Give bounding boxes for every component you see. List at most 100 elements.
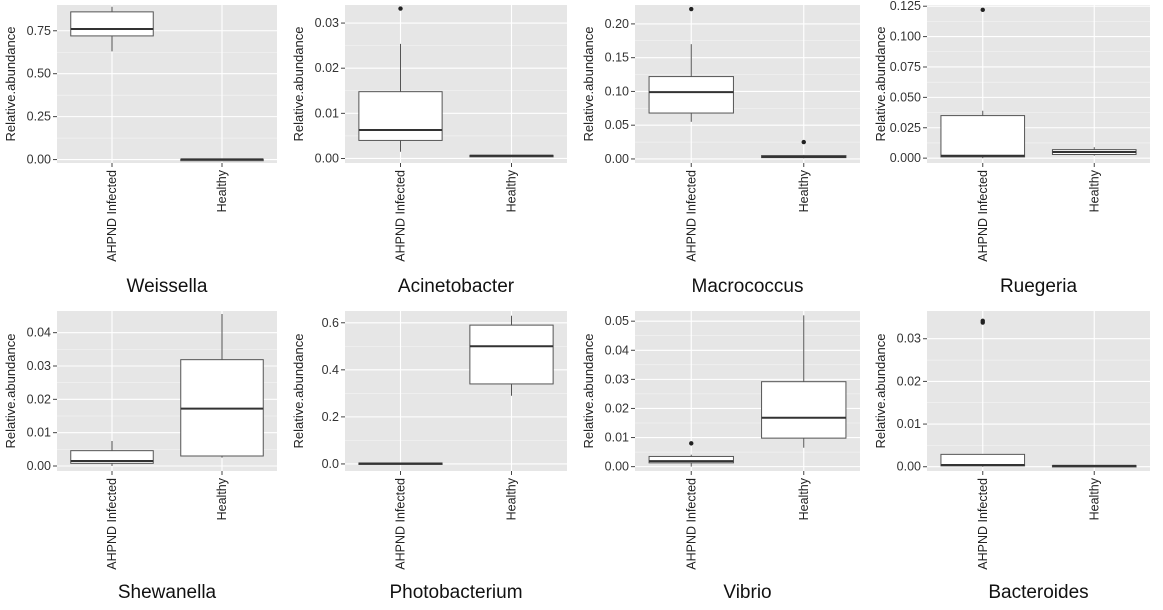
x-category-label: AHPND Infected <box>394 478 408 570</box>
x-category-label: Healthy <box>215 169 229 212</box>
y-tick-label: 0.10 <box>605 84 629 98</box>
boxplot-panel-shewanella: 0.00 0.01 0.02 0.03 0.04 Relative.abundance AH… <box>3 311 277 603</box>
box-healthy <box>761 139 847 159</box>
box-healthy <box>1051 464 1137 468</box>
y-tick-label: 0.4 <box>322 363 339 377</box>
x-category-label: AHPND Infected <box>684 478 698 570</box>
box-iqr <box>761 381 847 439</box>
y-axis-label: Relative.abundance <box>581 334 596 449</box>
y-axis-label: Relative.abundance <box>291 334 306 449</box>
box-iqr <box>940 115 1026 158</box>
box-ahpnd-infected <box>70 6 154 52</box>
panel-background <box>927 311 1150 471</box>
outlier-point <box>980 318 985 324</box>
outlier-point <box>398 6 403 11</box>
y-tick-label: 0.02 <box>315 61 339 75</box>
box-iqr <box>469 324 554 385</box>
y-axis-label: Relative.abundance <box>581 27 596 142</box>
y-tick-label: 0.50 <box>27 67 51 81</box>
y-tick-label: 0.0 <box>322 457 339 471</box>
boxplot-panel-vibrio: 0.00 0.01 0.02 0.03 0.04 0.05 Relative.abundan… <box>581 311 860 603</box>
y-tick-label: 0.125 <box>890 0 921 13</box>
y-tick-label: 0.05 <box>605 314 629 328</box>
x-category-label: AHPND Infected <box>105 478 119 570</box>
y-tick-label: 0.00 <box>605 460 629 474</box>
x-category-label: AHPND Infected <box>976 170 990 262</box>
boxplot-panel-photobacterium: 0.0 0.2 0.4 0.6 Relative.abundance AHPND Infe… <box>291 311 567 603</box>
box-iqr <box>70 11 154 37</box>
y-axis-label: Relative.abundance <box>3 334 18 449</box>
y-tick-label: 0.01 <box>605 431 629 445</box>
boxplot-panel-ruegeria: 0.000 0.025 0.050 0.075 0.100 0.125 Relative.a… <box>873 0 1150 297</box>
x-category-label: Healthy <box>1087 477 1101 520</box>
y-tick-label: 0.00 <box>897 460 921 474</box>
panel-title: Shewanella <box>118 582 217 603</box>
y-tick-label: 0.02 <box>605 401 629 415</box>
x-category-label: AHPND Infected <box>394 170 408 262</box>
panel-title: Vibrio <box>723 582 771 603</box>
panel-title: Weissella <box>127 276 208 297</box>
y-tick-label: 0.01 <box>897 417 921 431</box>
y-tick-label: 0.04 <box>605 343 629 357</box>
boxplot-panel-bacteroides: 0.00 0.01 0.02 0.03 Relative.abundance AHPND … <box>873 311 1150 603</box>
y-tick-label: 0.100 <box>890 30 921 44</box>
outlier-point <box>689 6 694 12</box>
y-tick-label: 0.25 <box>27 110 51 124</box>
y-axis-label: Relative.abundance <box>873 334 888 449</box>
box-healthy <box>180 158 264 162</box>
y-tick-label: 0.03 <box>897 332 921 346</box>
y-tick-label: 0.15 <box>605 51 629 65</box>
x-category-label: AHPND Infected <box>105 170 119 262</box>
boxplot-panel-macrococcus: 0.00 0.05 0.10 0.15 0.20 Relative.abundance AH… <box>581 5 860 297</box>
x-category-label: Healthy <box>1087 169 1101 212</box>
y-axis-label: Relative.abundance <box>291 27 306 142</box>
box-healthy <box>469 154 554 158</box>
x-category-label: Healthy <box>797 477 811 520</box>
x-category-label: Healthy <box>215 477 229 520</box>
box-healthy <box>761 315 847 448</box>
box-healthy <box>1051 147 1137 156</box>
y-tick-label: 0.02 <box>27 392 51 406</box>
box-iqr <box>648 455 734 464</box>
y-tick-label: 0.75 <box>27 24 51 38</box>
y-axis-label: Relative.abundance <box>873 27 888 142</box>
y-tick-label: 0.01 <box>27 426 51 440</box>
y-tick-label: 0.00 <box>605 152 629 166</box>
x-category-label: Healthy <box>505 169 519 212</box>
y-tick-label: 0.05 <box>605 118 629 132</box>
box-ahpnd-infected <box>70 441 154 466</box>
y-tick-label: 0.02 <box>897 374 921 388</box>
y-tick-label: 0.00 <box>315 151 339 165</box>
box-ahpnd-infected <box>358 6 443 152</box>
y-tick-label: 0.20 <box>605 17 629 31</box>
panel-title: Ruegeria <box>1000 276 1078 297</box>
box-healthy <box>180 314 264 458</box>
outlier-point <box>801 139 806 145</box>
y-axis-label: Relative.abundance <box>3 27 18 142</box>
x-category-label: Healthy <box>797 169 811 212</box>
y-tick-label: 0.00 <box>27 153 51 167</box>
box-ahpnd-infected <box>648 6 734 122</box>
y-tick-label: 0.03 <box>605 372 629 386</box>
x-category-label: AHPND Infected <box>976 478 990 570</box>
panel-title: Photobacterium <box>389 582 522 603</box>
outlier-point <box>980 7 985 13</box>
box-ahpnd-infected <box>940 7 1026 159</box>
box-ahpnd-infected <box>648 441 734 467</box>
y-tick-label: 0.000 <box>890 151 921 165</box>
x-category-label: Healthy <box>505 477 519 520</box>
y-tick-label: 0.03 <box>315 16 339 30</box>
panel-title: Acinetobacter <box>398 276 515 297</box>
y-tick-label: 0.01 <box>315 106 339 120</box>
panel-title: Bacteroides <box>988 582 1088 603</box>
outlier-point <box>689 441 694 446</box>
panel-title: Macrococcus <box>692 276 804 297</box>
box-healthy <box>469 315 554 396</box>
boxplot-panel-weissella: 0.00 0.25 0.50 0.75 Relative.abundance AHPND … <box>3 5 277 297</box>
y-tick-label: 0.03 <box>27 359 51 373</box>
y-tick-label: 0.050 <box>890 90 921 104</box>
y-tick-label: 0.00 <box>27 459 51 473</box>
box-iqr <box>648 76 734 114</box>
y-tick-label: 0.025 <box>890 121 921 135</box>
